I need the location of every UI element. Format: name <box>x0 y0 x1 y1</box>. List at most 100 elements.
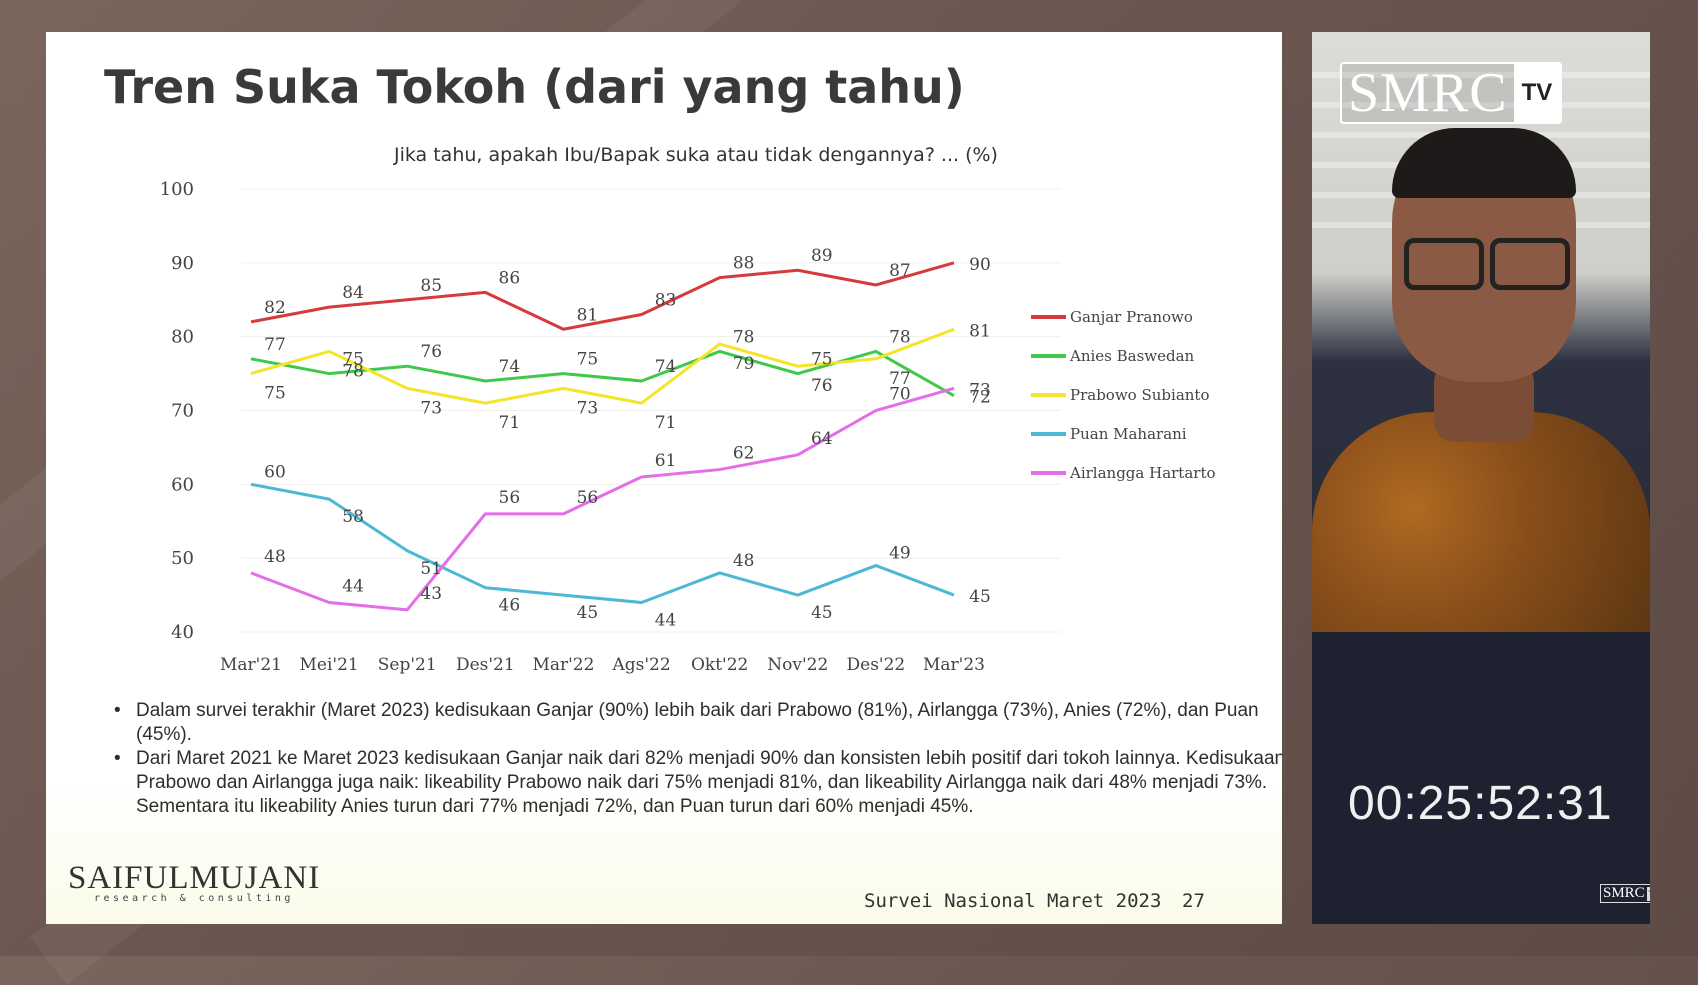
glasses-icon <box>1404 238 1484 290</box>
line-chart: Jika tahu, apakah Ibu/Bapak suka atau ti… <box>160 144 1216 675</box>
data-label: 71 <box>655 413 677 433</box>
data-label: 56 <box>577 488 599 508</box>
x-tick-label: Mar'22 <box>532 655 594 675</box>
data-label: 61 <box>655 451 677 471</box>
x-tick-label: Des'21 <box>456 655 515 675</box>
data-label: 81 <box>969 321 991 341</box>
x-tick-label: Sep'21 <box>378 655 437 675</box>
presentation-slide: Tren Suka Tokoh (dari yang tahu) Jika ta… <box>46 32 1282 924</box>
data-label: 82 <box>264 298 286 318</box>
data-label: 43 <box>420 584 442 604</box>
data-label: 87 <box>889 261 911 281</box>
data-label: 78 <box>733 327 755 347</box>
data-label: 78 <box>342 361 364 381</box>
data-label: 56 <box>499 488 521 508</box>
data-label: 62 <box>733 444 755 464</box>
data-label: 46 <box>499 596 521 616</box>
data-label: 85 <box>420 276 442 296</box>
data-label: 74 <box>655 357 677 377</box>
logo-text: SMRC <box>1348 62 1508 124</box>
data-label: 71 <box>499 413 521 433</box>
legend-label: Anies Baswedan <box>1069 347 1195 365</box>
data-label: 77 <box>264 335 286 355</box>
timecode: 00:25:52:31 <box>1348 777 1613 830</box>
y-tick-label: 40 <box>171 622 194 643</box>
data-label: 79 <box>733 354 755 374</box>
data-label: 49 <box>889 544 911 564</box>
data-label: 44 <box>655 610 677 630</box>
data-label: 75 <box>577 350 599 370</box>
x-tick-label: Mei'21 <box>300 655 359 675</box>
glasses-icon <box>1490 238 1570 290</box>
data-label: 48 <box>264 547 286 567</box>
y-tick-label: 70 <box>171 401 194 422</box>
x-tick-label: Des'22 <box>847 655 906 675</box>
presenter-hair <box>1392 128 1576 198</box>
data-label: 83 <box>655 291 677 311</box>
data-label: 44 <box>342 576 364 596</box>
slide-footer: Survei Nasional Maret 2023 <box>864 890 1162 912</box>
presenter-shirt <box>1312 412 1650 632</box>
data-label: 78 <box>889 327 911 347</box>
data-label: 45 <box>811 603 833 623</box>
data-label: 72 <box>969 388 991 408</box>
data-label: 60 <box>264 462 286 482</box>
note-item: Dari Maret 2021 ke Maret 2023 kedisukaan… <box>114 747 1282 819</box>
legend-label: Airlangga Hartarto <box>1069 464 1216 482</box>
legend-label: Prabowo Subianto <box>1070 386 1209 404</box>
data-label: 77 <box>889 369 911 389</box>
mini-logo-text: SMRC <box>1603 885 1645 901</box>
data-label: 73 <box>577 398 599 418</box>
y-tick-label: 60 <box>171 474 194 495</box>
x-tick-label: Okt'22 <box>691 655 748 675</box>
data-label: 89 <box>811 246 833 266</box>
data-label: 45 <box>969 587 991 607</box>
data-label: 76 <box>811 376 833 396</box>
y-tick-label: 80 <box>171 327 194 348</box>
y-tick-label: 100 <box>160 179 194 200</box>
video-panel: SMRC TV 00:25:52:31 SMRC TV <box>1312 32 1650 924</box>
data-label: 45 <box>577 603 599 623</box>
data-label: 70 <box>889 385 911 405</box>
smrc-tv-logo: SMRC TV <box>1340 62 1563 124</box>
series-line <box>250 482 955 604</box>
window-blind <box>1312 102 1650 108</box>
chart-subtitle: Jika tahu, apakah Ibu/Bapak suka atau ti… <box>393 144 998 166</box>
series-line <box>250 386 955 612</box>
window-blind <box>1312 72 1650 78</box>
y-tick-label: 90 <box>171 253 194 274</box>
data-label: 73 <box>969 380 991 400</box>
x-tick-label: Mar'23 <box>923 655 985 675</box>
data-label: 90 <box>969 255 991 275</box>
slide-title: Tren Suka Tokoh (dari yang tahu) <box>104 60 965 114</box>
mini-logo-tv: TV <box>1646 886 1650 901</box>
series-line <box>250 327 955 405</box>
y-tick-label: 50 <box>171 548 194 569</box>
data-label: 75 <box>264 384 286 404</box>
data-label: 58 <box>342 507 364 527</box>
legend-label: Ganjar Pranowo <box>1070 308 1193 326</box>
data-label: 75 <box>342 350 364 370</box>
series-line <box>250 261 955 331</box>
data-label: 75 <box>811 350 833 370</box>
x-tick-label: Nov'22 <box>767 655 828 675</box>
data-label: 48 <box>733 551 755 571</box>
data-label: 84 <box>342 283 364 303</box>
x-tick-label: Ags'22 <box>611 655 670 675</box>
brand-name: SAIFULMUJANI <box>68 860 321 896</box>
brand-logo: SAIFULMUJANI research & consulting <box>68 860 328 904</box>
x-tick-label: Mar'21 <box>220 655 282 675</box>
data-label: 51 <box>420 559 442 579</box>
page-number: 27 <box>1182 890 1205 912</box>
data-label: 74 <box>499 357 521 377</box>
note-item: Dalam survei terakhir (Maret 2023) kedis… <box>114 699 1282 747</box>
smrc-mini-logo: SMRC TV <box>1600 884 1650 903</box>
notes-list: Dalam survei terakhir (Maret 2023) kedis… <box>106 699 1282 819</box>
data-label: 76 <box>420 342 442 362</box>
data-label: 81 <box>577 305 599 325</box>
brand-subtitle: research & consulting <box>94 893 294 904</box>
data-label: 86 <box>499 268 521 288</box>
data-label: 64 <box>811 429 833 449</box>
legend-label: Puan Maharani <box>1070 425 1187 443</box>
data-label: 73 <box>420 398 442 418</box>
